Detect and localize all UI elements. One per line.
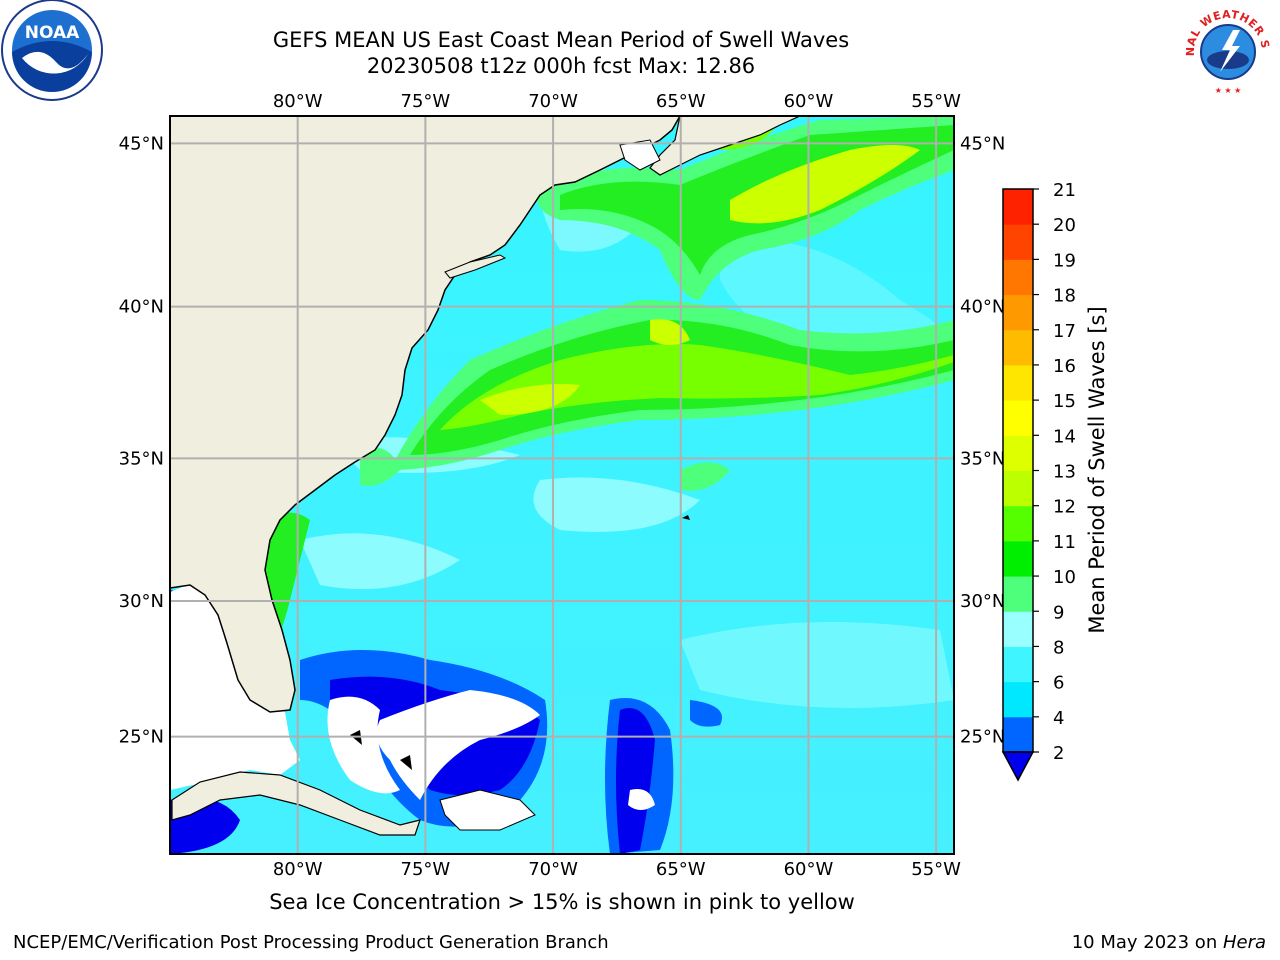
colorbar-tick-label: 16 [1053, 356, 1076, 377]
lon-tick-bottom: 55°W [911, 859, 961, 880]
colorbar-tick-label: 17 [1053, 321, 1076, 342]
lon-tick-bottom: 70°W [528, 859, 578, 880]
colorbar-segment [1003, 330, 1033, 366]
lon-tick-top: 80°W [273, 91, 323, 112]
lat-tick-left: 25°N [119, 727, 164, 748]
colorbar-tick-label: 15 [1053, 391, 1076, 412]
lat-tick-left: 45°N [119, 133, 164, 154]
colorbar-segment [1003, 259, 1033, 295]
colorbar-tick-label: 11 [1053, 532, 1076, 553]
colorbar-tick-label: 4 [1053, 708, 1064, 729]
colorbar-segment [1003, 435, 1033, 471]
colorbar-segment [1003, 611, 1033, 647]
colorbar: 2 4 6 8 9 10 11 12 13 14 15 16 17 18 19 20 21 [1003, 180, 1076, 780]
lon-tick-top: 70°W [528, 91, 578, 112]
colorbar-segment [1003, 682, 1033, 718]
colorbar-label: Mean Period of Swell Waves [s] [1085, 306, 1109, 633]
colorbar-segment [1003, 541, 1033, 577]
lat-tick-left: 40°N [119, 297, 164, 318]
colorbar-tick-label: 12 [1053, 497, 1076, 518]
colorbar-tick-label: 2 [1053, 743, 1064, 764]
colorbar-tick-label: 13 [1053, 462, 1076, 483]
colorbar-segment [1003, 646, 1033, 682]
colorbar-segment [1003, 717, 1033, 753]
lon-tick-bottom: 75°W [401, 859, 451, 880]
lon-tick-bottom: 60°W [784, 859, 834, 880]
colorbar-segment [1003, 400, 1033, 436]
lat-tick-right: 45°N [960, 133, 1005, 154]
colorbar-tick-label: 18 [1053, 286, 1076, 307]
colorbar-segment [1003, 506, 1033, 542]
colorbar-tick-label: 10 [1053, 567, 1076, 588]
lat-tick-right: 30°N [960, 591, 1005, 612]
lon-tick-bottom: 65°W [656, 859, 706, 880]
colorbar-segment [1003, 576, 1033, 612]
colorbar-tick-label: 20 [1053, 215, 1076, 236]
colorbar-tick-label: 14 [1053, 426, 1076, 447]
colorbar-segment [1003, 189, 1033, 225]
lat-tick-left: 30°N [119, 591, 164, 612]
lon-tick-bottom: 80°W [273, 859, 323, 880]
colorbar-segment [1003, 365, 1033, 401]
colorbar-tick-label: 21 [1053, 180, 1076, 201]
colorbar-segment [1003, 471, 1033, 507]
colorbar-tick-label: 8 [1053, 637, 1064, 658]
colorbar-tick-label: 19 [1053, 250, 1076, 271]
map-field [170, 116, 954, 854]
colorbar-segment [1003, 224, 1033, 260]
footer-date: 10 May 2023 on Hera [1072, 932, 1266, 953]
lon-tick-top: 60°W [784, 91, 834, 112]
colorbar-under-arrow [1003, 752, 1033, 780]
lon-tick-top: 55°W [911, 91, 961, 112]
lon-tick-top: 65°W [656, 91, 706, 112]
lat-tick-right: 40°N [960, 297, 1005, 318]
colorbar-segment [1003, 295, 1033, 331]
colorbar-tick-label: 9 [1053, 602, 1064, 623]
footer-branch: NCEP/EMC/Verification Post Processing Pr… [13, 932, 609, 953]
colorbar-tick-label: 6 [1053, 673, 1064, 694]
footer-date-text: 10 May 2023 on [1072, 932, 1223, 953]
lat-tick-right: 35°N [960, 448, 1005, 469]
lat-tick-right: 25°N [960, 727, 1005, 748]
footer-machine: Hera [1223, 932, 1266, 953]
sea-ice-caption: Sea Ice Concentration > 15% is shown in … [170, 890, 954, 914]
lat-tick-left: 35°N [119, 448, 164, 469]
lon-tick-top: 75°W [401, 91, 451, 112]
